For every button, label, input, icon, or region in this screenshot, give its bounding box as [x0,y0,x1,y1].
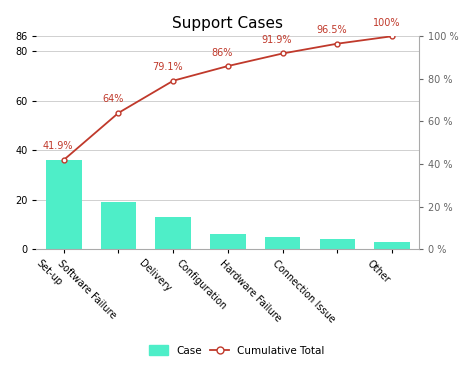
Bar [210,234,246,249]
Text: 100%: 100% [373,18,400,28]
Bar [46,160,82,249]
Title: Support Cases: Support Cases [173,16,283,31]
Bar [319,239,355,249]
Bar [155,217,191,249]
Text: 96.5%: 96.5% [317,25,347,35]
Text: 41.9%: 41.9% [43,141,73,151]
Legend: Case, Cumulative Total: Case, Cumulative Total [145,341,329,360]
Bar [374,242,410,249]
Text: 86%: 86% [212,47,233,58]
Bar [265,237,301,249]
Text: 79.1%: 79.1% [152,62,183,72]
Text: 64%: 64% [102,95,124,104]
Bar [100,202,136,249]
Text: 91.9%: 91.9% [262,35,292,45]
